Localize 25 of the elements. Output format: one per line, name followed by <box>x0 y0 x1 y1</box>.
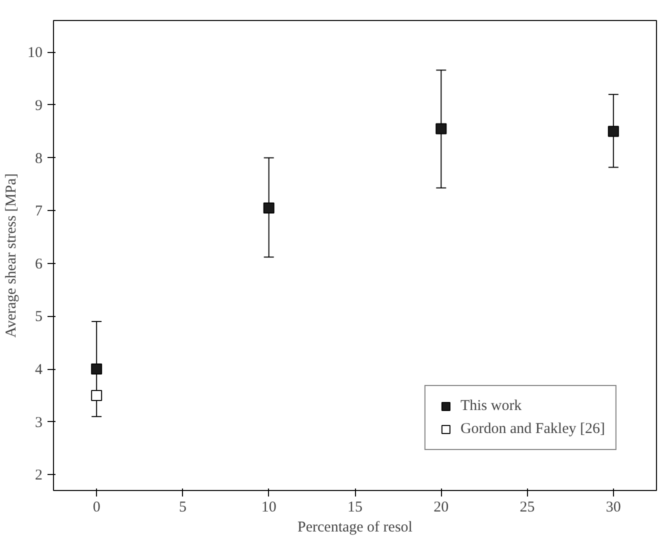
y-tick-label: 8 <box>35 150 42 167</box>
x-tick-label: 15 <box>348 500 362 516</box>
y-tick-label: 7 <box>35 204 43 220</box>
point <box>436 123 447 134</box>
point <box>263 202 274 214</box>
x-tick-label: 0 <box>92 500 100 516</box>
x-tick-label: 5 <box>178 500 186 516</box>
y-tick-label: 3 <box>35 414 42 431</box>
y-axis-title: Average shear stress [MPa] <box>4 173 20 338</box>
y-tick-label: 5 <box>35 309 42 326</box>
y-tick-label: 2 <box>35 468 42 484</box>
x-tick-label: 30 <box>606 500 621 516</box>
legend-label: This work <box>460 398 522 414</box>
point <box>91 390 102 401</box>
x-tick-label: 10 <box>261 500 276 516</box>
point <box>608 126 619 137</box>
x-axis-title: Percentage of resol <box>298 520 412 536</box>
legend-label: Gordon and Fakley [26] <box>460 420 605 438</box>
y-tick-label: 10 <box>28 45 42 62</box>
point <box>91 364 102 375</box>
y-tick-label: 6 <box>35 256 43 272</box>
x-tick-label: 20 <box>434 500 449 516</box>
y-tick-label: 9 <box>35 98 42 114</box>
x-tick-label: 25 <box>520 500 535 516</box>
y-tick-label: 4 <box>35 362 43 378</box>
